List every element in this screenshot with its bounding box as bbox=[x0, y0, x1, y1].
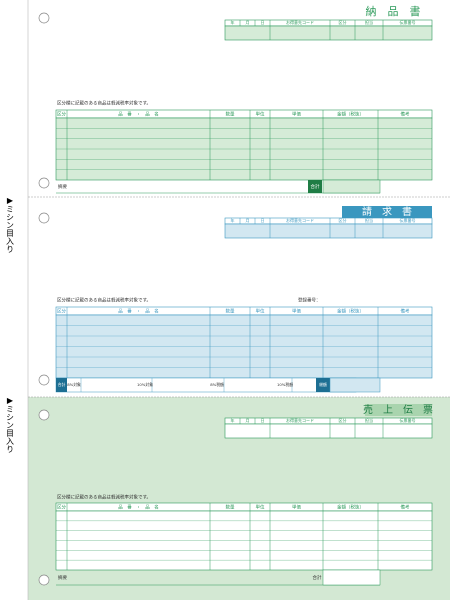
title-box bbox=[342, 206, 432, 218]
column-header: 数量 bbox=[226, 308, 235, 315]
tax-note: 区分欄に記載のある商品は軽減税率対象です。 bbox=[57, 494, 151, 501]
header-entry-row bbox=[224, 423, 433, 439]
tax-note: 区分欄に記載のある商品は軽減税率対象です。 bbox=[57, 297, 151, 304]
footer-label: 合計 bbox=[58, 382, 66, 387]
total-box bbox=[308, 180, 322, 193]
column-header: 単価 bbox=[292, 308, 301, 315]
column-header: 金額（税抜） bbox=[337, 111, 364, 118]
column-header: 備考 bbox=[401, 504, 410, 511]
header-label: 担当 bbox=[365, 217, 373, 223]
column-header: 単位 bbox=[256, 504, 265, 511]
tax-note: 区分欄に記載のある商品は軽減税率対象です。 bbox=[57, 100, 151, 107]
perforation-label: ▶ミシン目入り bbox=[6, 196, 15, 253]
header-label: お得意先コード bbox=[286, 217, 314, 223]
footer-key-box bbox=[56, 378, 67, 392]
header-entry-row bbox=[224, 25, 433, 41]
header-label: お得意先コード bbox=[286, 417, 314, 423]
footer-label: 10%税額 bbox=[277, 382, 293, 387]
form-title: 納 品 書 bbox=[366, 4, 421, 18]
header-label: 月 bbox=[246, 218, 250, 223]
column-header: 備考 bbox=[401, 111, 410, 118]
footer-label: 8%税額 bbox=[210, 382, 224, 387]
grand-total-field bbox=[329, 377, 381, 393]
footer-label: 摘要 bbox=[58, 574, 67, 581]
perforation-label: ▶ミシン目入り bbox=[6, 396, 15, 453]
table-head bbox=[55, 306, 433, 316]
header-label: 年 bbox=[231, 217, 235, 223]
footer-label: 合計 bbox=[311, 183, 320, 190]
column-header: 数量 bbox=[226, 504, 235, 511]
header-label: 月 bbox=[246, 418, 250, 423]
column-header: 単価 bbox=[292, 111, 301, 118]
column-header: 品 番 ・ 品 名 bbox=[118, 308, 159, 315]
footer-label: 8%対象 bbox=[67, 382, 81, 387]
column-header: 区分 bbox=[57, 111, 66, 118]
form-title: 売 上 伝 票 bbox=[363, 403, 433, 416]
total-field bbox=[322, 569, 381, 586]
table-head bbox=[55, 109, 433, 119]
table-head bbox=[55, 502, 433, 512]
footer-label: 摘要 bbox=[58, 183, 67, 190]
header-label: 担当 bbox=[365, 417, 373, 423]
title-box bbox=[365, 404, 432, 416]
column-header: 金額（税抜） bbox=[337, 504, 364, 511]
column-header: 区分 bbox=[57, 504, 66, 511]
column-header: 区分 bbox=[57, 308, 66, 315]
column-header: 単位 bbox=[256, 308, 265, 315]
header-label: お得意先コード bbox=[286, 19, 314, 25]
column-header: 単価 bbox=[292, 504, 301, 511]
header-label: 担当 bbox=[365, 19, 373, 25]
header-label: 年 bbox=[231, 19, 235, 25]
header-label: 伝票番号 bbox=[400, 417, 416, 423]
header-label: 日 bbox=[261, 20, 265, 25]
column-header: 数量 bbox=[226, 111, 235, 118]
registration-label: 登録番号： bbox=[298, 297, 321, 304]
column-header: 品 番 ・ 品 名 bbox=[118, 111, 159, 118]
header-label: 年 bbox=[231, 417, 235, 423]
header-label: 区分 bbox=[339, 217, 347, 223]
header-label: 伝票番号 bbox=[400, 19, 416, 25]
footer-row bbox=[55, 377, 357, 393]
footer-label: 総額 bbox=[319, 382, 327, 387]
footer-key-box bbox=[316, 378, 330, 392]
header-label: 日 bbox=[261, 218, 265, 223]
form-title: 請 求 書 bbox=[362, 205, 412, 218]
column-header: 単位 bbox=[256, 111, 265, 118]
header-entry-row bbox=[224, 223, 433, 239]
header-label: 区分 bbox=[339, 417, 347, 423]
footer-label: 10%対象 bbox=[137, 382, 153, 387]
header-label: 伝票番号 bbox=[400, 217, 416, 223]
column-header: 備考 bbox=[401, 308, 410, 315]
header-label: 日 bbox=[261, 418, 265, 423]
column-header: 品 番 ・ 品 名 bbox=[118, 504, 159, 511]
punch-holes bbox=[38, 12, 50, 586]
header-label: 月 bbox=[246, 20, 250, 25]
header-label: 区分 bbox=[339, 19, 347, 25]
total-field bbox=[322, 179, 381, 194]
column-header: 金額（税抜） bbox=[337, 308, 364, 315]
footer-label: 合計 bbox=[313, 574, 322, 581]
